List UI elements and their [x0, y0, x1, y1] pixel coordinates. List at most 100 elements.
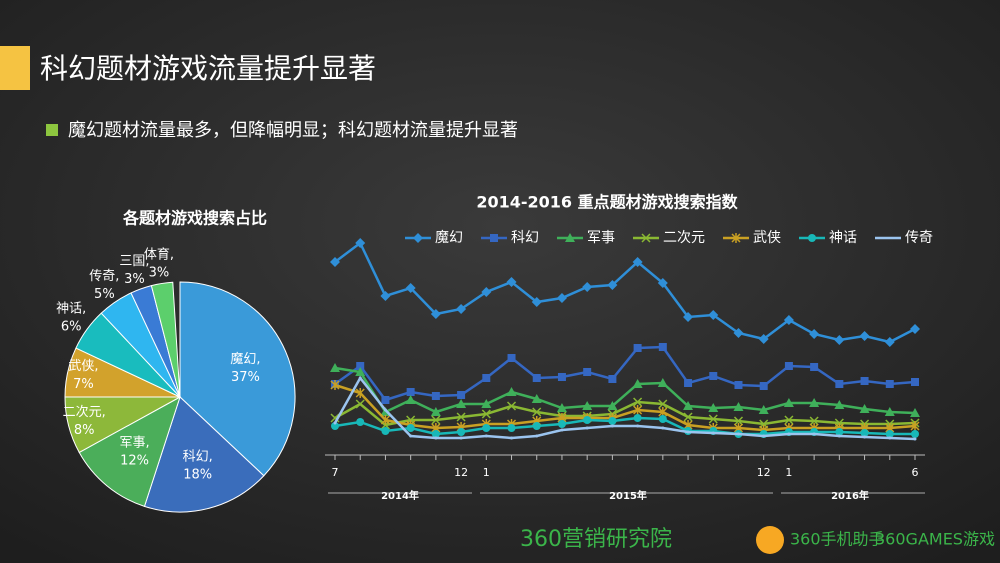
logo-icon	[756, 526, 784, 554]
slice-value: 8%	[74, 423, 95, 438]
marker	[608, 417, 617, 425]
series-line	[334, 383, 916, 432]
marker	[632, 257, 643, 267]
slice-value: 37%	[231, 370, 260, 385]
marker	[457, 391, 466, 399]
marker	[481, 399, 492, 408]
series-line	[333, 375, 916, 441]
marker	[481, 409, 491, 419]
marker	[809, 416, 819, 426]
series-line	[334, 416, 915, 436]
marker	[633, 405, 643, 415]
series-line	[334, 400, 916, 427]
marker	[657, 378, 668, 387]
marker	[556, 403, 567, 412]
marker	[356, 418, 365, 426]
marker	[430, 407, 441, 416]
marker	[331, 422, 339, 430]
marker	[405, 283, 416, 293]
marker	[758, 334, 769, 344]
slice-value: 7%	[73, 377, 94, 392]
line-title: 2014-2016 重点题材游戏搜索指数	[476, 193, 738, 212]
legend-label: 神话	[829, 230, 857, 246]
series-line	[334, 345, 916, 402]
marker	[482, 374, 491, 382]
marker	[910, 408, 920, 417]
legend-label: 二次元	[663, 230, 705, 246]
slice-value: 12%	[120, 453, 149, 468]
marker	[510, 436, 514, 440]
pie-slice	[179, 281, 296, 477]
marker	[810, 363, 819, 371]
marker	[808, 234, 816, 242]
marker	[330, 380, 340, 390]
marker	[641, 233, 651, 243]
marker	[885, 380, 894, 388]
marker	[583, 416, 592, 424]
marker	[632, 379, 643, 388]
marker	[633, 344, 642, 352]
marker	[658, 415, 667, 423]
series-line	[334, 241, 916, 344]
marker	[531, 394, 542, 403]
marker	[355, 388, 365, 398]
marker	[762, 434, 766, 438]
x-tick-label: 7	[332, 466, 339, 479]
slice-value: 3%	[124, 272, 145, 287]
marker	[583, 368, 592, 376]
marker	[709, 372, 718, 380]
marker	[557, 373, 566, 381]
x-tick-label: 12	[757, 466, 771, 479]
year-label: 2015年	[609, 489, 647, 502]
marker	[759, 382, 768, 390]
marker	[733, 402, 744, 411]
marker	[383, 408, 387, 412]
marker	[708, 310, 719, 320]
marker	[431, 430, 440, 438]
marker	[661, 426, 665, 430]
marker	[380, 291, 391, 301]
marker	[490, 234, 498, 242]
marker	[430, 309, 441, 319]
slice-value: 5%	[94, 287, 115, 302]
marker	[406, 388, 415, 396]
pie-slice	[143, 396, 265, 513]
slice-label: 体育,	[144, 247, 174, 263]
marker	[531, 297, 542, 307]
legend-label: 科幻	[511, 230, 539, 246]
x-tick-label: 6	[912, 466, 919, 479]
marker	[333, 421, 337, 425]
marker	[784, 415, 794, 425]
legend-label: 传奇	[905, 229, 933, 246]
marker	[481, 287, 492, 297]
marker	[610, 424, 614, 428]
marker	[834, 335, 845, 345]
marker	[863, 435, 867, 439]
slice-value: 18%	[183, 468, 212, 483]
marker	[484, 434, 488, 438]
marker	[535, 434, 539, 438]
marker	[910, 421, 920, 431]
marker	[506, 387, 517, 396]
marker	[459, 436, 463, 440]
marker	[409, 434, 413, 438]
marker	[556, 293, 567, 303]
marker	[885, 430, 894, 438]
marker	[658, 343, 667, 351]
marker	[834, 400, 845, 409]
marker	[736, 432, 740, 436]
slice-label: 传奇,	[89, 268, 119, 284]
marker	[456, 412, 466, 422]
marker	[911, 430, 919, 438]
marker	[686, 430, 690, 434]
marker	[787, 432, 791, 436]
marker	[888, 436, 892, 440]
slice-label: 三国,	[119, 254, 149, 269]
marker	[884, 407, 895, 416]
marker	[355, 238, 366, 248]
slice-value: 3%	[149, 266, 170, 281]
footer-logo: 360手机助手	[790, 530, 885, 549]
marker	[633, 397, 643, 407]
footer-logo: 360营销研究院	[520, 527, 672, 552]
